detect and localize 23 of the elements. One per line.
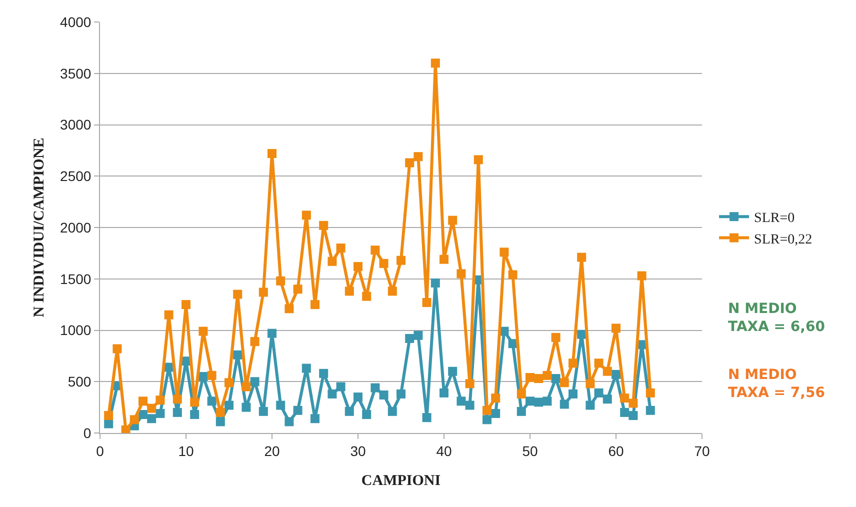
x-axis-title: CAMPIONI (361, 472, 441, 489)
y-tick-label: 3500 (60, 65, 92, 82)
x-tick-label: 30 (350, 442, 366, 459)
x-tick-label: 50 (522, 442, 538, 459)
x-tick-label: 70 (694, 442, 710, 459)
x-tick-label: 20 (264, 442, 280, 459)
legend-label: SLR=0,22 (754, 232, 812, 248)
y-tick-label: 3000 (60, 116, 92, 133)
y-axis-title: N INDIVIDUI/CAMPIONE (31, 138, 48, 318)
x-tick-label: 10 (178, 442, 194, 459)
y-tick-label: 0 (83, 424, 92, 441)
text: N MEDIO TAXA = 7,56 (728, 367, 825, 402)
y-tick-label: 500 (68, 374, 92, 390)
y-tick-label: 1500 (60, 270, 92, 287)
y-tick-label: 4000 (60, 14, 92, 30)
legend-label: SLR=0 (754, 211, 795, 226)
x-tick-label: 0 (96, 442, 104, 459)
y-tick-label: 1000 (60, 322, 92, 338)
y-tick-label: 2000 (60, 219, 92, 236)
x-tick-label: 40 (436, 442, 452, 459)
text: N MEDIO TAXA = 6,60 (728, 301, 826, 336)
y-tick-label: 2500 (60, 168, 92, 184)
x-tick-label: 60 (608, 442, 624, 459)
